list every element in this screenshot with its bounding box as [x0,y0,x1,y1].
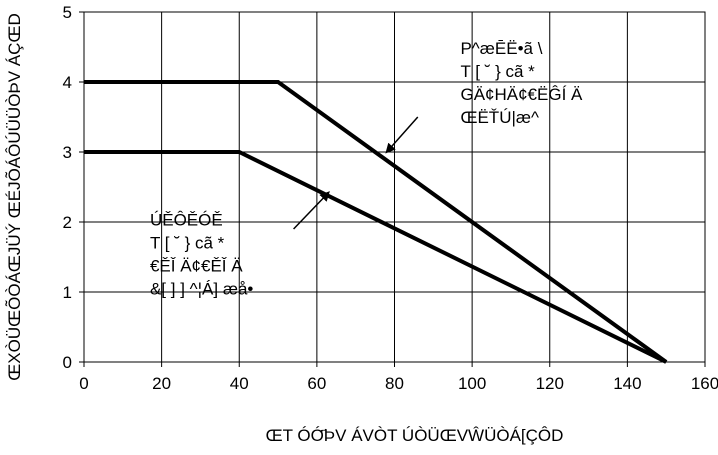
grid [83,11,706,363]
y-tick-label-5: 5 [63,3,72,22]
annotation-1-line-1: T [ ˘ } cã * [150,234,225,253]
annotation-1-line-2: €ĚǏ Ä¢€ĚǏ Ä [150,257,243,276]
x-axis-title: ŒT ÓÓ҃ÞV ÁVÒT ÚÒÜŒVŴÜÒÁ[ÇÔD [266,426,564,445]
x-tick-label-4: 80 [385,374,404,393]
x-tick-label-2: 40 [230,374,249,393]
y-tick-label-4: 4 [63,73,72,92]
x-tick-label-8: 160 [691,374,718,393]
y-tick-label-2: 2 [63,213,72,232]
annotation-text-1: ÚĚÔĚÓĚ T [ ˘ } cã * €ĚǏ Ä¢€ĚǏ Ä &[ ] ] ^¦Á]… [150,211,253,299]
y-tick-label-3: 3 [63,143,72,162]
labels: ŒT ÓÓ҃ÞV ÁVÒT ÚÒÜŒVŴÜÒÁ[ÇÔD ŒXÒÜŒÕÒÁŒJÜÝ… [5,13,563,445]
series-line-1 [84,150,668,364]
x-tick-label-1: 20 [152,374,171,393]
annotation-0-line-0: P^æĒË•ã \ [460,39,542,58]
y-tick-label-1: 1 [63,283,72,302]
x-tick-label-3: 60 [307,374,326,393]
annotation-0-line-1: T [ ˘ } cã * [460,62,535,81]
series-line-0 [84,80,668,364]
annotation-1-line-0: ÚĚÔĚÓĚ [150,211,223,230]
annotation-arrow-1 [293,191,330,230]
annotation-1-line-3: &[ ] ] ^¦Á] æå• [150,280,253,299]
annotation-0-line-3: ŒËŤÚ|æ^ [460,108,539,127]
x-tick-label-6: 120 [536,374,564,393]
axes: 0 20 40 60 80 100 120 140 160 0 1 2 3 4 5 [63,3,718,393]
series-group [84,80,668,364]
x-tick-label-5: 100 [458,374,486,393]
x-tick-label-0: 0 [79,374,88,393]
y-tick-label-0: 0 [63,353,72,372]
annotations: P^æĒË•ã \ T [ ˘ } cã * GÄ¢HÄ¢€ËĜÍ Ä ŒËŤÚ|æ^… [150,39,583,299]
y-axis-title: ŒXÒÜŒÕÒÁŒJÜÝ ŒÉJÕÁÔÚÜÜÒÞV ÁÇŒD [5,13,24,380]
annotation-arrow-0 [385,116,419,154]
x-tick-label-7: 140 [613,374,641,393]
annotation-text-0: P^æĒË•ã \ T [ ˘ } cã * GÄ¢HÄ¢€ËĜÍ Ä ŒËŤÚ|æ^ [460,39,583,127]
annotation-0-line-2: GÄ¢HÄ¢€ËĜÍ Ä [460,85,583,104]
